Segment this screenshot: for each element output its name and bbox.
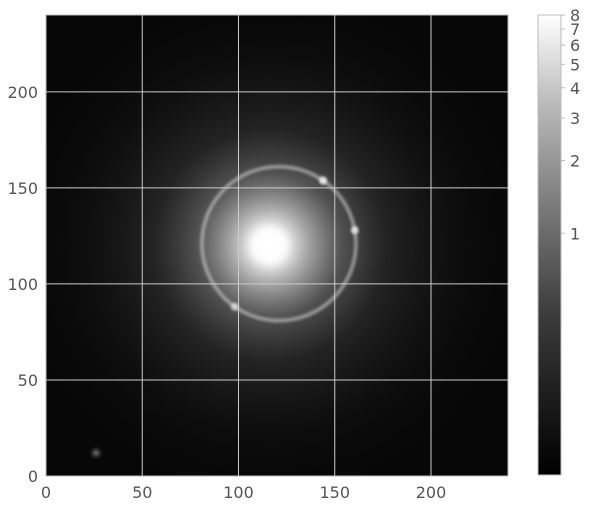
ring-knot bbox=[230, 302, 239, 311]
ring-knot bbox=[350, 226, 359, 235]
y-tick-label: 50 bbox=[18, 371, 38, 390]
plot-frame bbox=[45, 14, 509, 477]
faint-source bbox=[89, 445, 104, 460]
image-area bbox=[46, 15, 508, 476]
colorbar-tick-label: 1 bbox=[570, 224, 580, 243]
x-tick-label: 0 bbox=[41, 483, 51, 502]
grid bbox=[46, 15, 508, 476]
y-tick-label: 150 bbox=[7, 179, 38, 198]
colorbar-tick-label: 3 bbox=[570, 109, 580, 128]
x-axis: 0 50 100 150 200 bbox=[41, 483, 446, 502]
colorbar-tick-label: 2 bbox=[570, 152, 580, 171]
x-tick-label: 100 bbox=[223, 483, 254, 502]
y-axis: 0 50 100 150 200 bbox=[7, 83, 38, 486]
colorbar bbox=[537, 14, 562, 476]
colorbar-tick-label: 8 bbox=[570, 6, 580, 25]
x-tick-label: 50 bbox=[132, 483, 152, 502]
colorbar-tick-label: 6 bbox=[570, 36, 580, 55]
colorbar-tick-label: 4 bbox=[570, 79, 580, 98]
colorbar-tick-label: 7 bbox=[570, 20, 580, 39]
x-tick-label: 200 bbox=[416, 483, 447, 502]
x-tick-label: 150 bbox=[319, 483, 350, 502]
ring-knot bbox=[319, 176, 328, 185]
y-tick-label: 200 bbox=[7, 83, 38, 102]
galaxy-core bbox=[245, 221, 294, 270]
colorbar-tick-label: 5 bbox=[570, 55, 580, 74]
einstein-ring bbox=[199, 164, 358, 323]
y-tick-label: 0 bbox=[28, 467, 38, 486]
y-tick-label: 100 bbox=[7, 275, 38, 294]
